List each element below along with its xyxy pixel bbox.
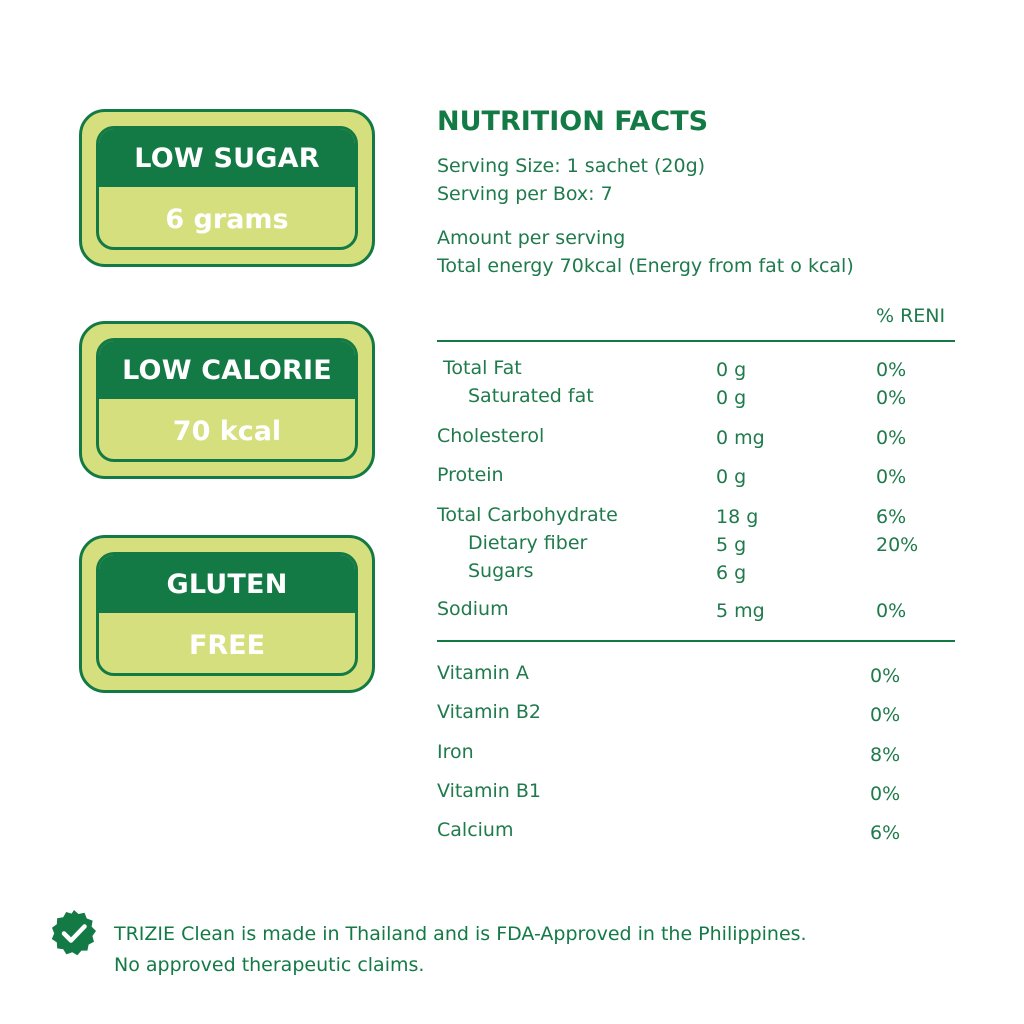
badge-inner: LOW CALORIE 70 kcal (96, 338, 358, 462)
badge-value: 6 grams (165, 203, 289, 235)
nutrient-reni: 0% (876, 359, 907, 381)
nutrient-name: Dietary fiber (468, 532, 588, 554)
check-badge-icon (51, 910, 96, 956)
nutrition-facts-title: NUTRITION FACTS (437, 106, 709, 137)
nutrient-amount: 18 g (716, 506, 759, 528)
vitamin-name: Iron (437, 741, 474, 763)
nutrient-amount: 0 mg (716, 427, 765, 449)
serving-per-box: Serving per Box: 7 (437, 183, 613, 205)
nutrient-name: Sodium (437, 598, 509, 620)
vitamin-name: Vitamin B2 (437, 701, 541, 723)
nutrient-name: Total Carbohydrate (437, 504, 618, 526)
nutrient-name: Total Fat (443, 357, 522, 379)
gluten-free-badge: GLUTEN FREE (79, 535, 375, 693)
nutrient-name: Sugars (468, 560, 534, 582)
vitamin-name: Calcium (437, 819, 514, 841)
nutrient-amount: 5 g (716, 534, 747, 556)
badge-inner: GLUTEN FREE (96, 552, 358, 676)
vitamin-reni: 8% (870, 744, 901, 766)
badge-title: LOW SUGAR (99, 129, 355, 187)
low-calorie-badge: LOW CALORIE 70 kcal (79, 321, 375, 479)
divider (437, 340, 955, 342)
low-sugar-badge: LOW SUGAR 6 grams (79, 109, 375, 267)
nutrient-name: Protein (437, 464, 504, 486)
nutrient-amount: 0 g (716, 466, 747, 488)
badge-title: LOW CALORIE (99, 341, 355, 399)
vitamin-reni: 0% (870, 665, 901, 687)
divider (437, 640, 955, 642)
badge-value: FREE (188, 629, 266, 661)
badge-value: 70 kcal (172, 415, 282, 447)
nutrient-reni: 20% (876, 534, 919, 556)
nutrient-name: Cholesterol (437, 425, 545, 447)
badge-title: GLUTEN (99, 555, 355, 613)
reni-header: % RENI (876, 305, 946, 327)
nutrient-amount: 0 g (716, 387, 747, 409)
nutrient-reni: 6% (876, 506, 907, 528)
amount-per-serving: Amount per serving (437, 227, 626, 249)
nutrient-reni: 0% (876, 466, 907, 488)
serving-size: Serving Size: 1 sachet (20g) (437, 155, 706, 177)
footer-note: TRIZIE Clean is made in Thailand and is … (114, 919, 807, 981)
vitamin-name: Vitamin B1 (437, 780, 541, 802)
footer-line-2: No approved therapeutic claims. (114, 954, 425, 976)
vitamin-reni: 6% (870, 822, 901, 844)
vitamin-name: Vitamin A (437, 662, 529, 684)
nutrient-amount: 6 g (716, 562, 747, 584)
nutrient-name: Saturated fat (468, 385, 594, 407)
nutrient-reni: 0% (876, 387, 907, 409)
nutrient-reni: 0% (876, 427, 907, 449)
nutrient-amount: 5 mg (716, 600, 765, 622)
nutrient-amount: 0 g (716, 359, 747, 381)
nutrient-reni: 0% (876, 600, 907, 622)
vitamin-reni: 0% (870, 704, 901, 726)
vitamin-reni: 0% (870, 783, 901, 805)
footer-line-1: TRIZIE Clean is made in Thailand and is … (114, 923, 807, 945)
badge-inner: LOW SUGAR 6 grams (96, 126, 358, 250)
total-energy: Total energy 70kcal (Energy from fat o k… (437, 255, 854, 277)
